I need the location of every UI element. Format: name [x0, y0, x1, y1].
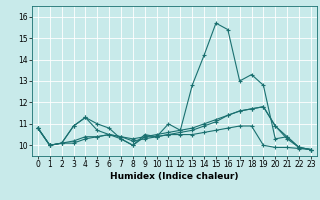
X-axis label: Humidex (Indice chaleur): Humidex (Indice chaleur) — [110, 172, 239, 181]
